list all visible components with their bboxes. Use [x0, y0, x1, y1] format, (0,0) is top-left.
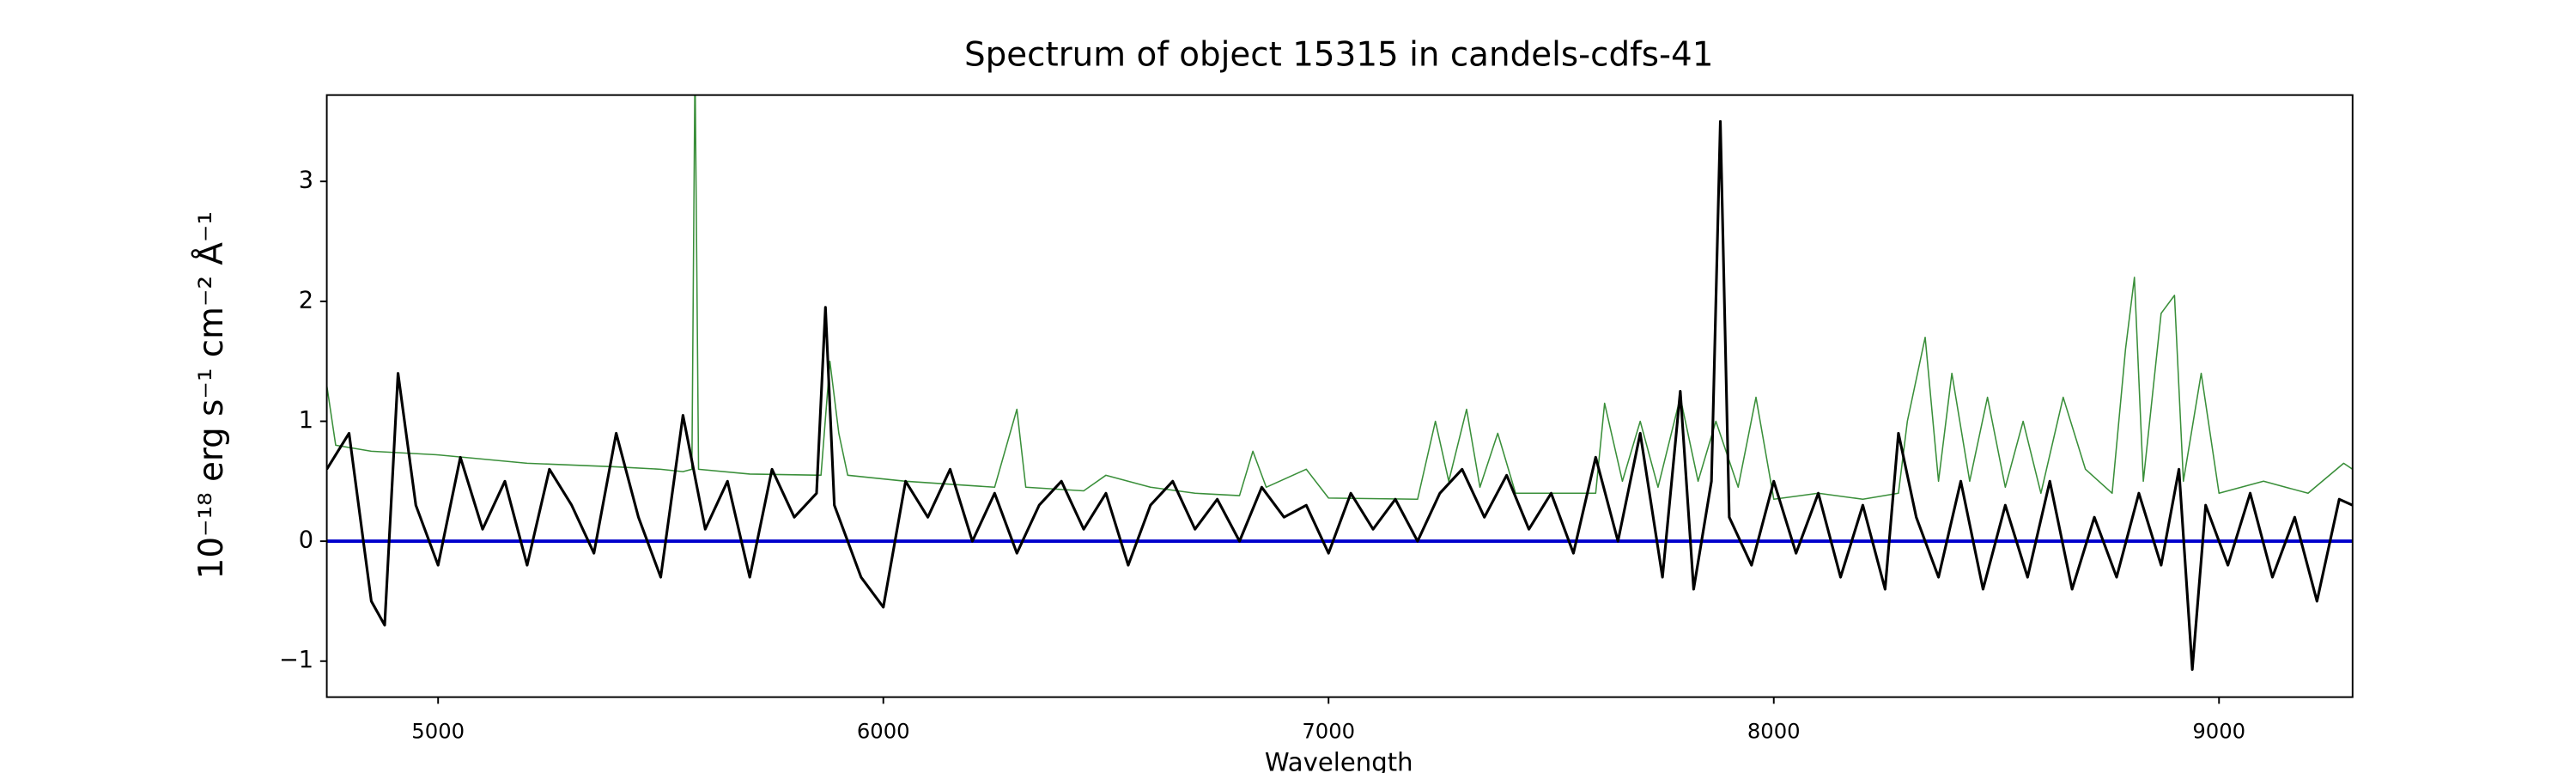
- x-tick-label: 5000: [411, 718, 465, 743]
- y-tick-label: 1: [299, 407, 313, 434]
- axes-frame: [325, 94, 2354, 698]
- y-tick-label: 0: [299, 527, 313, 554]
- x-tick-label: 6000: [857, 718, 910, 743]
- y-tick-label: 3: [299, 167, 313, 194]
- y-axis-label: 10⁻¹⁸ erg s⁻¹ cm⁻² Å⁻¹: [191, 211, 231, 579]
- x-tick-label: 9000: [2192, 718, 2245, 743]
- spectrum-line: [326, 119, 2353, 672]
- y-tick-label: −1: [279, 647, 313, 673]
- spectrum-line: [326, 94, 2353, 501]
- x-tick-label: 8000: [1747, 718, 1801, 743]
- y-tick-label: 2: [299, 287, 313, 313]
- x-axis-label: Wavelength: [1265, 747, 1413, 773]
- plot-area: [326, 94, 2353, 672]
- x-tick-label: 7000: [1302, 718, 1355, 743]
- chart-title: Spectrum of object 15315 in candels-cdfs…: [964, 36, 1713, 75]
